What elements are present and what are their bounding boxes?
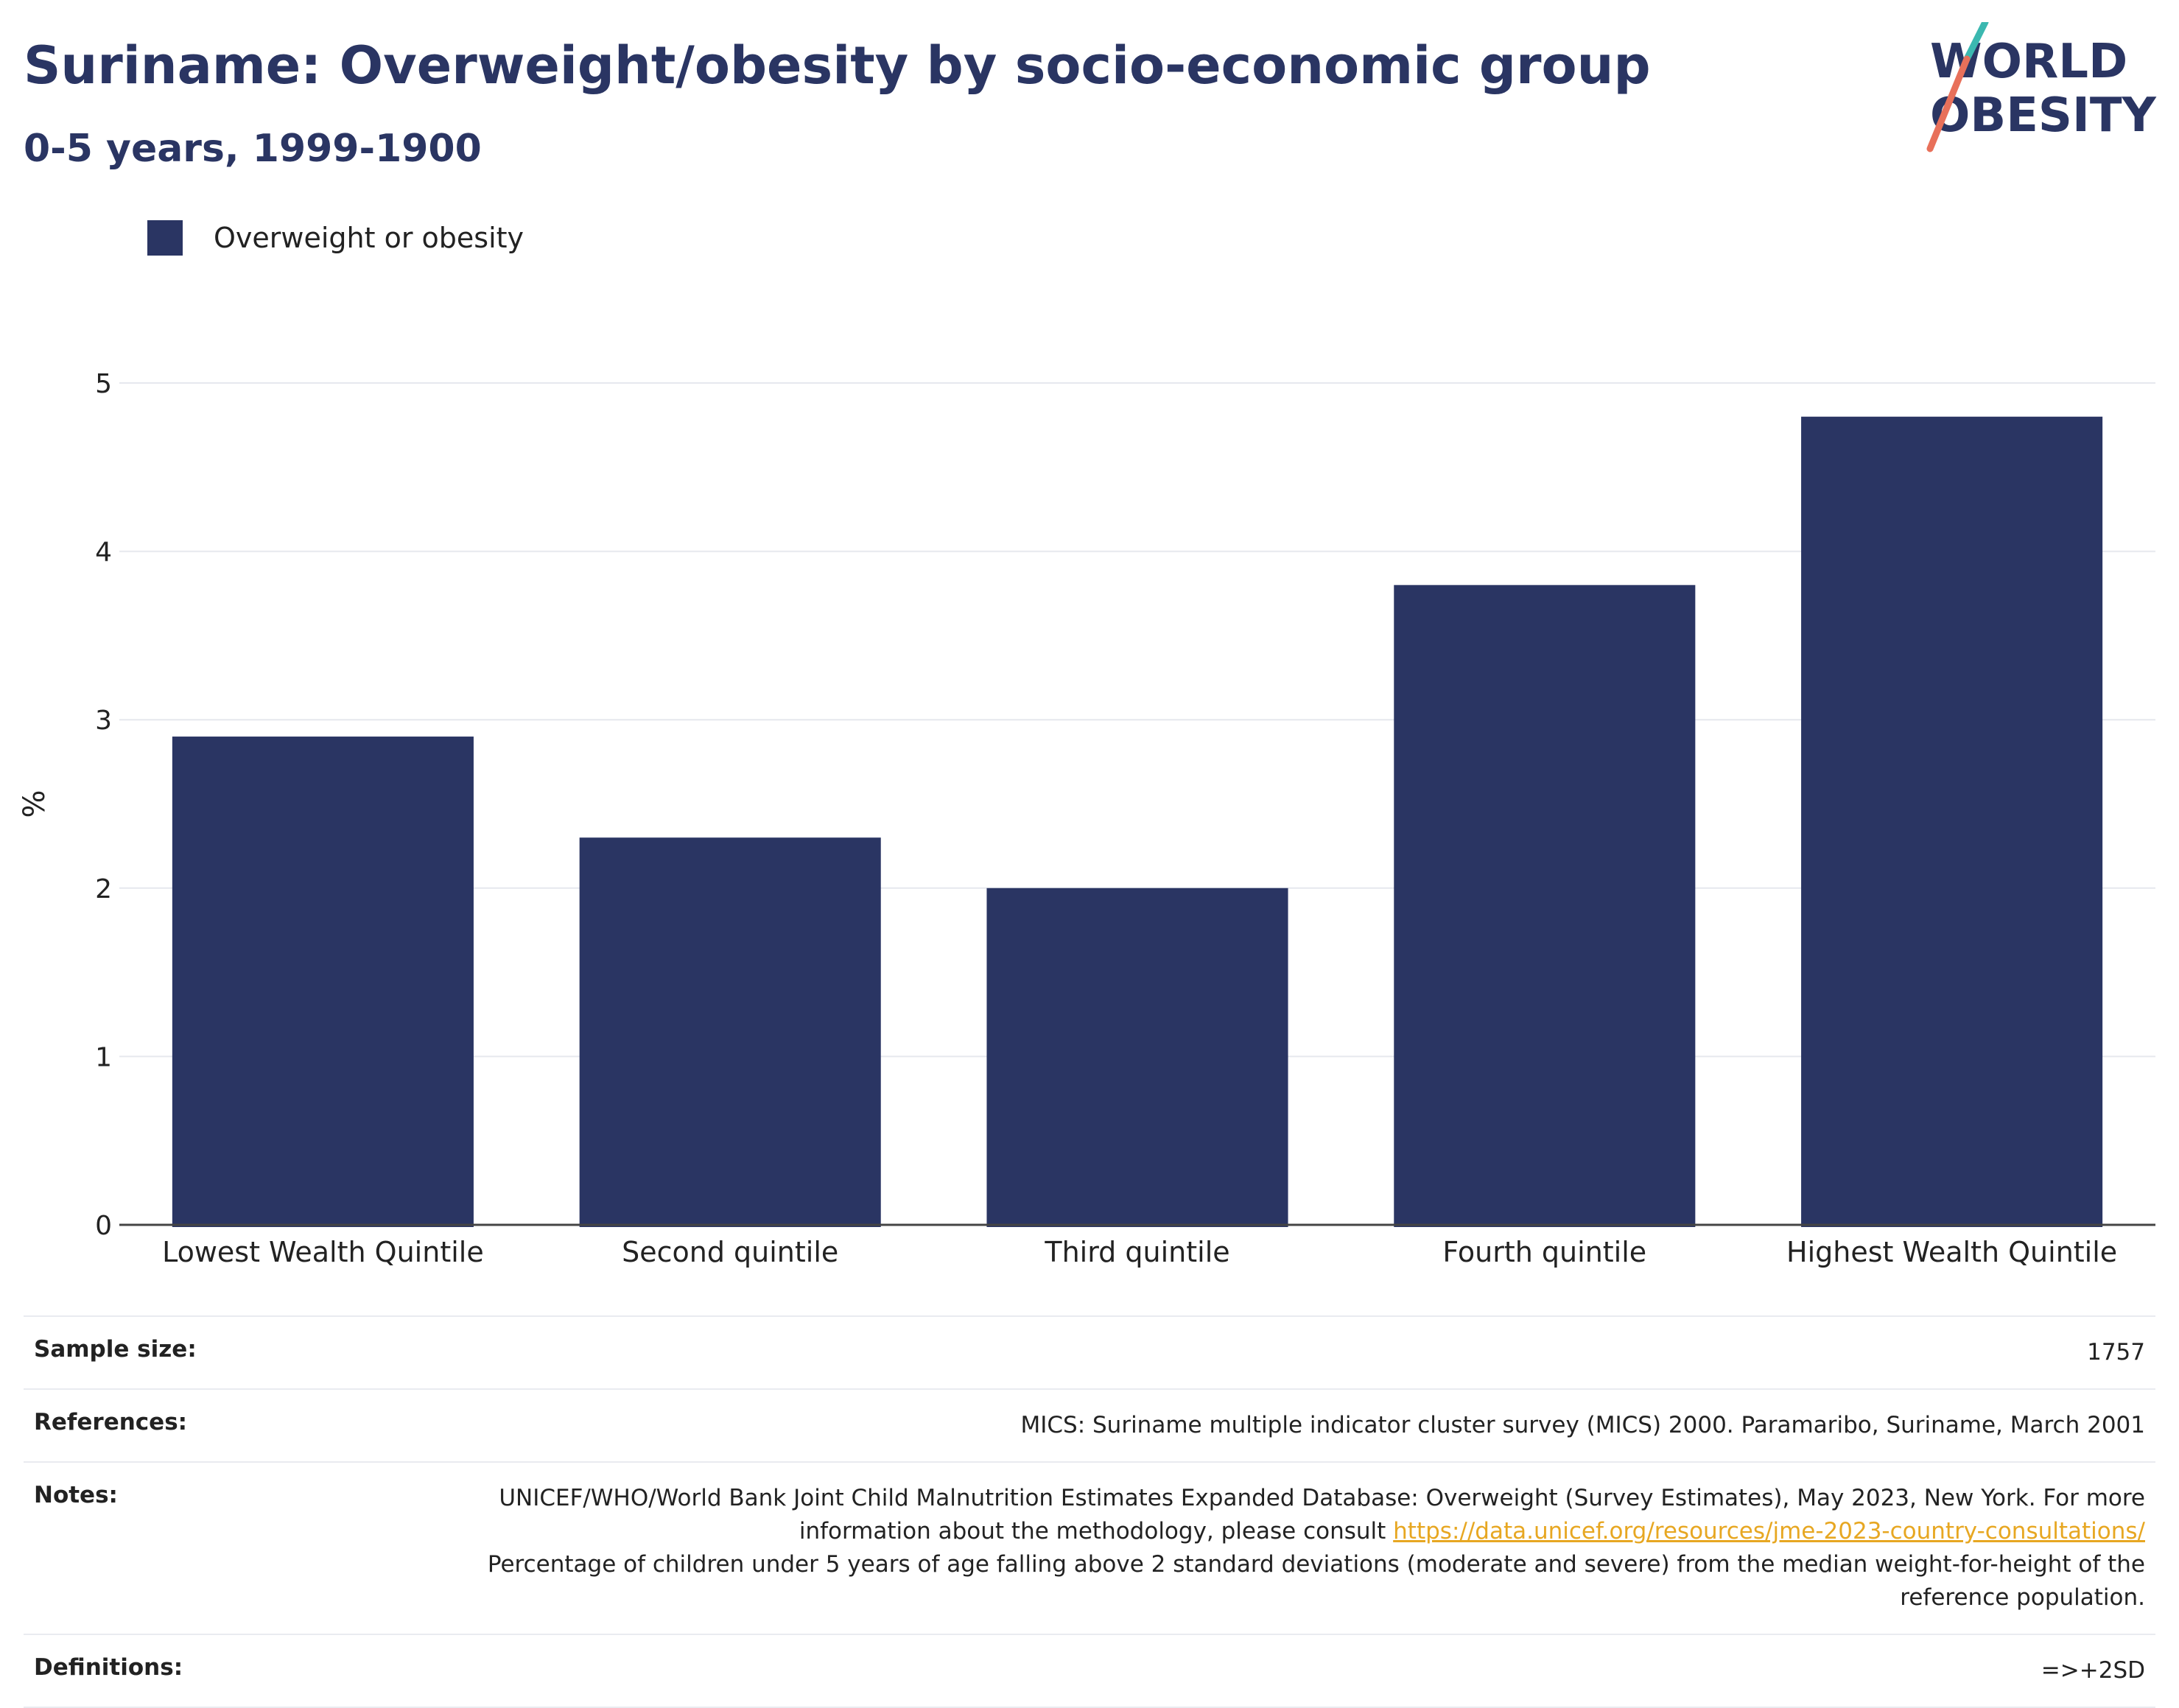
sample-size-row: Sample size: 1757	[24, 1315, 2155, 1388]
info-table: Sample size: 1757 References: MICS: Suri…	[24, 1315, 2155, 1708]
y-tick-labels: 0 1 2 3 4 5	[95, 369, 112, 1241]
bar[interactable]	[579, 837, 881, 1227]
y-axis-label: %	[18, 790, 52, 818]
definitions-value: =>+2SD	[2041, 1656, 2145, 1684]
notes-row: Notes: UNICEF/WHO/World Bank Joint Child…	[24, 1461, 2155, 1634]
notes-value: UNICEF/WHO/World Bank Joint Child Malnut…	[414, 1482, 2145, 1614]
bar[interactable]	[986, 888, 1288, 1227]
chart-title: Suriname: Overweight/obesity by socio-ec…	[24, 35, 1651, 96]
y-tick-label: 2	[95, 874, 112, 904]
y-tick-label: 5	[95, 369, 112, 399]
y-tick-label: 4	[95, 538, 112, 568]
y-tick-label: 0	[95, 1211, 112, 1241]
bar-chart: 0 1 2 3 4 5 Lowest Wealth Quintile Second quin…	[18, 369, 2155, 1268]
logo-slash-top	[1963, 22, 1989, 63]
references-label: References:	[34, 1408, 188, 1435]
x-tick-label: Fourth quintile	[1442, 1236, 1646, 1268]
chart-subtitle: 0-5 years, 1999-1900	[24, 127, 482, 171]
x-tick-label: Lowest Wealth Quintile	[162, 1236, 484, 1268]
x-tick-label: Second quintile	[622, 1236, 838, 1268]
x-tick-label: Third quintile	[1044, 1236, 1229, 1268]
y-tick-label: 1	[95, 1042, 112, 1072]
definitions-label: Definitions:	[34, 1653, 183, 1681]
bar[interactable]	[1801, 416, 2103, 1227]
x-tick-label: Highest Wealth Quintile	[1786, 1236, 2117, 1268]
sample-size-label: Sample size:	[34, 1336, 197, 1363]
bar[interactable]	[172, 737, 474, 1227]
references-value: MICS: Suriname multiple indicator cluste…	[1020, 1411, 2145, 1438]
definitions-row: Definitions: =>+2SD	[24, 1633, 2155, 1708]
logo-word-obesity: OBESITY	[1930, 88, 2156, 143]
notes-text-1: UNICEF/WHO/World Bank Joint Child Malnut…	[499, 1484, 2145, 1544]
bar[interactable]	[1394, 585, 1696, 1227]
references-row: References: MICS: Suriname multiple indi…	[24, 1388, 2155, 1461]
sample-size-value: 1757	[2087, 1339, 2145, 1366]
legend[interactable]: Overweight or obesity	[147, 219, 524, 256]
notes-label: Notes:	[34, 1481, 118, 1508]
legend-label: Overweight or obesity	[214, 222, 524, 254]
world-obesity-logo: WORLD OBESITY	[1926, 22, 2156, 152]
legend-swatch	[147, 220, 183, 256]
y-tick-label: 3	[95, 706, 112, 736]
notes-text-2: Percentage of children under 5 years of …	[487, 1550, 2145, 1611]
x-tick-labels: Lowest Wealth Quintile Second quintile Thi…	[162, 1236, 2117, 1268]
notes-link[interactable]: https://data.unicef.org/resources/jme-20…	[1393, 1517, 2145, 1544]
logo-slash-bottom	[1926, 55, 1971, 152]
bars	[172, 416, 2103, 1227]
